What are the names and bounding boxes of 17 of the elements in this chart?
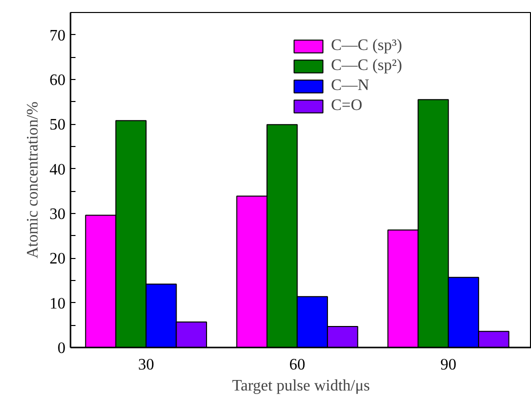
y-tick-label: 20 xyxy=(50,250,66,268)
y-tick-label: 60 xyxy=(50,72,66,89)
y-tick-label: 0 xyxy=(58,340,66,357)
x-axis-title: Target pulse width/μs xyxy=(232,378,370,394)
legend-label: C—N xyxy=(331,77,370,95)
y-tick-label: 70 xyxy=(50,27,66,44)
y-axis-title: Atomic concentration/% xyxy=(24,102,42,258)
y-tick-label: 50 xyxy=(50,116,66,134)
x-tick-label: 30 xyxy=(138,356,154,374)
legend-label: C=O xyxy=(331,97,362,115)
y-tick-label: 10 xyxy=(50,295,66,312)
x-tick-label: 90 xyxy=(440,356,456,374)
y-tick-label: 30 xyxy=(50,206,66,223)
x-tick-label: 60 xyxy=(289,356,306,374)
legend-label: C—C (sp²) xyxy=(331,57,402,75)
y-tick-label: 40 xyxy=(50,161,66,178)
legend-label: C—C (sp³) xyxy=(331,37,402,55)
